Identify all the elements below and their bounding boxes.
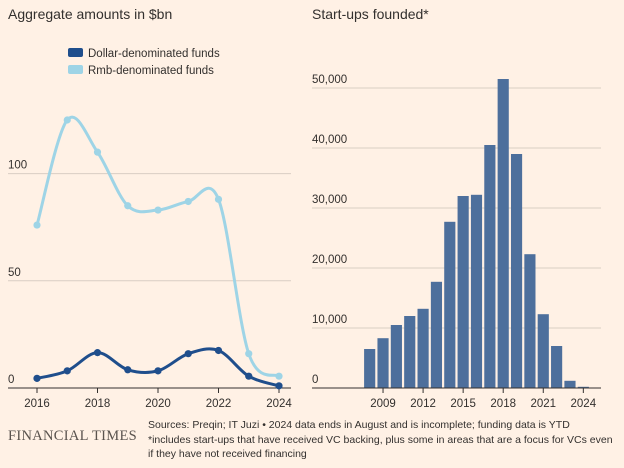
dollar-data-point (63, 367, 71, 375)
left-x-tick-label: 2022 (206, 398, 232, 410)
startups-bar (510, 154, 523, 388)
startups-bar (524, 254, 536, 388)
footnote-line: *includes start-ups that have received V… (148, 433, 613, 461)
right-y-tick-label: 0 (312, 374, 318, 386)
right-x-tick-label: 2018 (490, 398, 516, 410)
rmb-data-point (63, 116, 71, 124)
startups-bar (364, 349, 376, 388)
startups-bar (551, 346, 563, 388)
right-y-tick-label: 40,000 (312, 134, 347, 146)
left-x-tick-label: 2016 (24, 398, 50, 410)
sources-note: Sources: Preqin; IT Juzi • 2024 data end… (148, 418, 618, 462)
left-y-tick-label: 50 (8, 267, 21, 279)
left-y-tick-label: 100 (8, 160, 27, 172)
startups-bar (484, 145, 496, 388)
left-y-tick-label: 0 (8, 374, 14, 386)
right-y-tick-label: 30,000 (312, 194, 347, 206)
left-x-tick-label: 2024 (266, 398, 292, 410)
right-x-tick-label: 2021 (530, 398, 556, 410)
startups-bar (377, 338, 389, 388)
rmb-data-point (275, 372, 283, 380)
startups-bar (577, 386, 589, 388)
left-x-tick-label: 2020 (145, 398, 171, 410)
startups-bar (417, 308, 429, 388)
startups-bar (564, 380, 576, 388)
financial-times-logo: FINANCIAL TIMES (8, 428, 137, 444)
dollar-data-point (33, 374, 41, 382)
dollar-data-point (275, 382, 283, 390)
rmb-data-point (245, 350, 253, 358)
rmb-data-point (124, 202, 132, 210)
rmb-data-point (33, 221, 41, 229)
right-x-tick-label: 2012 (410, 398, 436, 410)
dollar-data-point (214, 346, 223, 355)
startups-bar (444, 221, 456, 388)
dollar-data-point (124, 366, 132, 374)
dollar-data-point (93, 349, 102, 357)
rmb-data-point (184, 197, 192, 206)
right-y-tick-label: 20,000 (312, 254, 347, 266)
dollar-data-point (154, 367, 162, 375)
legend-label: Rmb-denominated funds (88, 65, 214, 77)
right-x-tick-label: 2009 (370, 398, 396, 410)
startups-bar (390, 325, 402, 388)
rmb-data-point (93, 148, 102, 156)
right-x-tick-label: 2024 (571, 398, 597, 410)
startups-bar (404, 316, 416, 388)
startups-bar (470, 194, 483, 388)
dollar-data-point (245, 372, 253, 380)
rmb-series-line (35, 115, 280, 378)
left-x-tick-label: 2018 (85, 398, 111, 410)
legend-swatch (68, 48, 83, 57)
left-chart-title: Aggregate amounts in $bn (8, 6, 172, 22)
dollar-data-point (184, 350, 192, 358)
legend-label: Dollar-denominated funds (88, 48, 220, 60)
right-chart-title: Start-ups founded* (312, 6, 429, 22)
startups-bar (457, 196, 469, 388)
startups-bar (430, 281, 443, 388)
right-y-tick-label: 50,000 (312, 74, 347, 86)
rmb-data-point (214, 195, 223, 203)
startups-bar (497, 79, 509, 388)
right-y-tick-label: 10,000 (312, 314, 347, 326)
startups-bar (537, 314, 549, 388)
right-x-tick-label: 2015 (450, 398, 476, 410)
sources-line: Sources: Preqin; IT Juzi • 2024 data end… (148, 419, 570, 431)
rmb-data-point (154, 206, 162, 214)
legend-swatch (68, 65, 83, 74)
